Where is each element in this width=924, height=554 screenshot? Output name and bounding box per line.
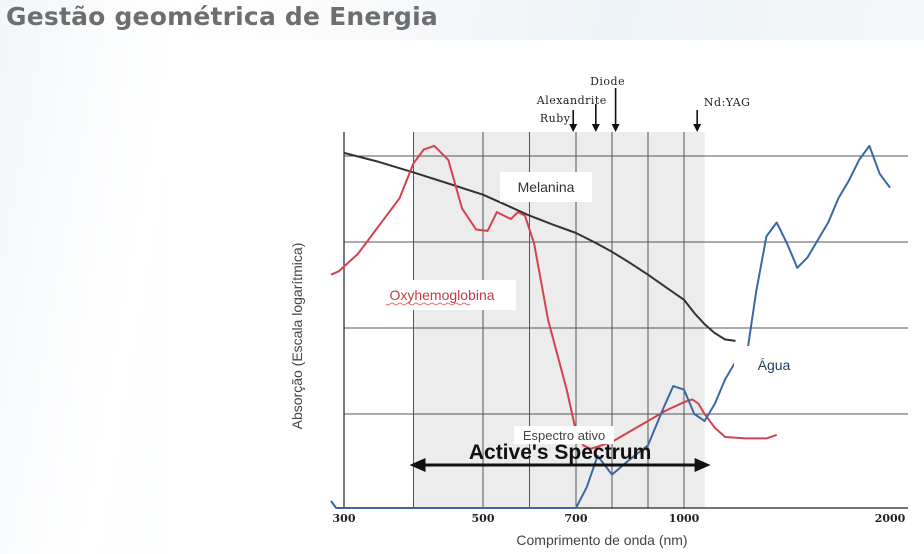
- agua-label: Água: [758, 357, 791, 373]
- series-line-1: [330, 144, 778, 450]
- melanina-label: Melanina: [518, 179, 575, 195]
- absorption-chart: Ruby Alexandrite Diode Nd:YAG 300 500 700 1000…: [289, 75, 908, 548]
- oxyhemoglobina-label: Oxyhemoglobina: [389, 287, 494, 303]
- x-tick-label: 700: [565, 512, 588, 525]
- arrow-right-head: [694, 458, 711, 472]
- melanina-label-bg: [500, 172, 592, 202]
- laser-arrowhead: [693, 124, 702, 132]
- laser-markers: Ruby Alexandrite Diode Nd:YAG: [536, 75, 751, 132]
- arrow-left-head: [409, 458, 426, 472]
- laser-arrowhead: [591, 124, 600, 132]
- laser-arrowhead: [569, 124, 578, 132]
- oxyhemoglobina-label-bg: [376, 280, 516, 310]
- x-tick-label: 300: [333, 512, 356, 525]
- chart-panel: Ruby Alexandrite Diode Nd:YAG 300 500 700 1000…: [168, 40, 924, 554]
- y-axis-label: Absorção (Escala logarítmica): [289, 243, 305, 430]
- slide-title: Gestão geométrica de Energia: [6, 2, 438, 31]
- x-tick-label: 2000: [875, 512, 906, 525]
- active-spectrum-label-bg: [514, 426, 614, 444]
- x-tick-label: 500: [472, 512, 495, 525]
- x-tick-label: 1000: [669, 512, 700, 525]
- laser-label-diode: Diode: [590, 75, 625, 88]
- x-ticks: 300 500 700 1000 2000: [333, 512, 906, 525]
- laser-arrowhead: [611, 124, 620, 132]
- active-spectrum-label: Espectro ativo: [523, 428, 605, 443]
- laser-label-ruby: Ruby: [540, 112, 571, 125]
- series-line-0: [343, 151, 736, 342]
- active-spectrum-arrow: [409, 458, 711, 472]
- x-axis-label: Comprimento de onda (nm): [516, 532, 687, 548]
- active-spectrum-english-label: Active's Spectrum: [469, 441, 651, 464]
- laser-label-alexandrite: Alexandrite: [536, 94, 607, 107]
- oxyhemoglobina-spellcheck-underline: [385, 302, 471, 306]
- agua-label-bg: [734, 346, 814, 380]
- laser-label-ndyag: Nd:YAG: [704, 96, 751, 109]
